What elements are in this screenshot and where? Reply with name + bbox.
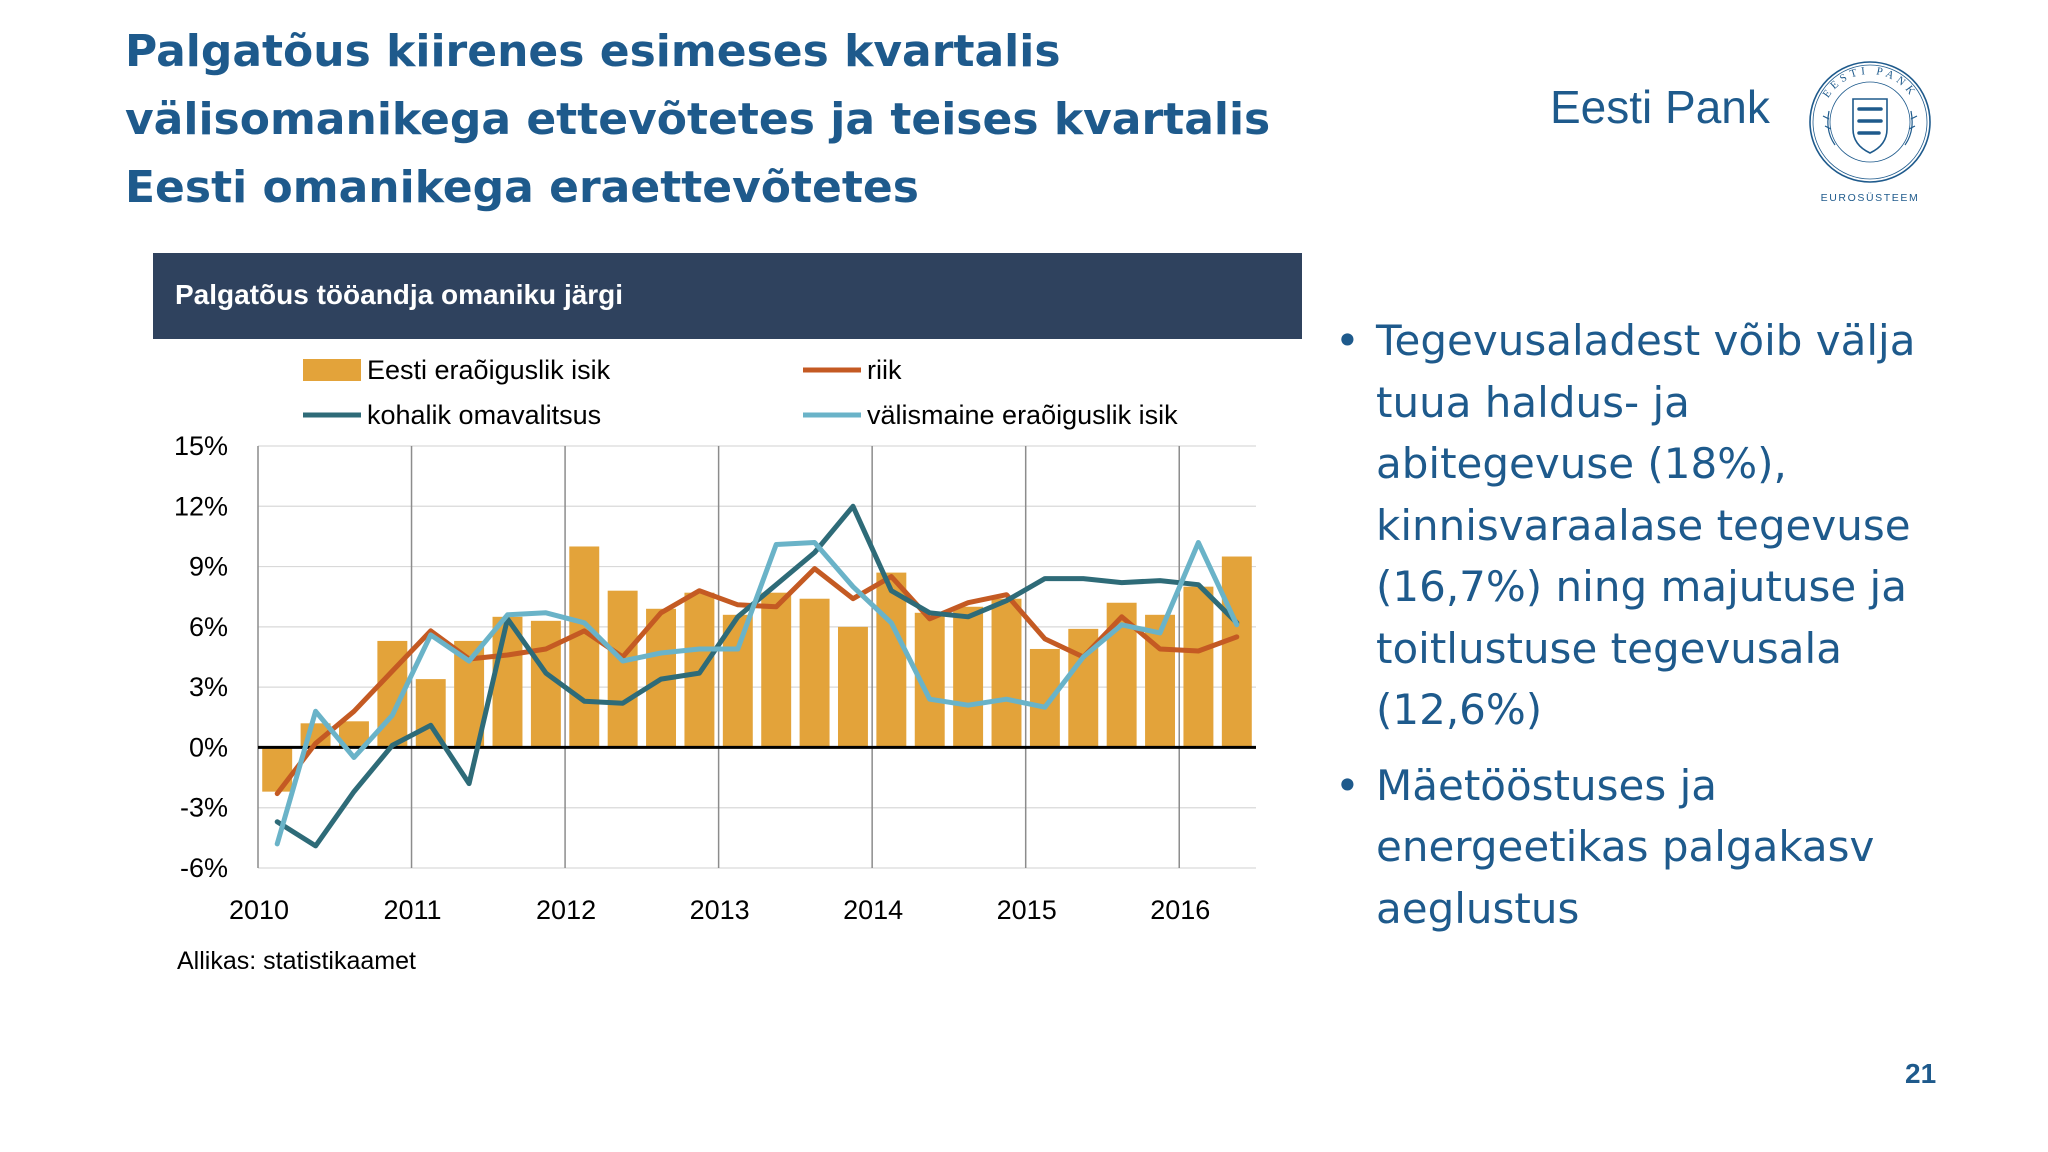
x-tick-label: 2016	[1150, 895, 1210, 925]
y-tick-label: 12%	[174, 491, 228, 521]
bullet-item: Mäetööstuses ja energeetikas palgakasv a…	[1335, 755, 2025, 940]
x-tick-label: 2013	[690, 895, 750, 925]
bar-eesti-eraoiguslik	[837, 626, 868, 748]
y-tick-label: 0%	[189, 732, 228, 762]
eesti-pank-seal-logo: EESTI PANK EUROSÜSTEEM	[1809, 61, 1931, 204]
title-line: Palgatõus kiirenes esimeses kvartalis	[125, 26, 1061, 77]
svg-text:EESTI PANK: EESTI PANK	[1821, 65, 1920, 100]
bar-eesti-eraoiguslik	[1183, 586, 1214, 748]
bullet-line: Mäetööstuses ja	[1376, 760, 1718, 810]
bullet-line: Tegevusaladest võib välja	[1376, 316, 1916, 365]
slide-title: Palgatõus kiirenes esimeses kvartalis vä…	[125, 18, 1305, 222]
bar-eesti-eraoiguslik	[991, 598, 1022, 748]
y-tick-label: 9%	[189, 552, 228, 582]
bar-eesti-eraoiguslik	[799, 598, 830, 748]
legend-swatch-bars	[303, 359, 361, 381]
bar-eesti-eraoiguslik	[569, 546, 600, 748]
legend-label: välismaine eraõiguslik isik	[867, 400, 1178, 430]
line-valismaine-eraoiguslik	[274, 540, 1240, 847]
legend-label: kohalik omavalitsus	[367, 400, 601, 430]
chart-source: Allikas: statistikaamet	[177, 947, 416, 975]
y-tick-label: 6%	[189, 612, 228, 642]
bullet-line: (16,7%) ning majutuse ja	[1376, 562, 1907, 611]
seal-top-text: EESTI PANK	[1821, 65, 1916, 100]
line-riik	[274, 566, 1240, 797]
x-tick-label: 2014	[843, 895, 903, 925]
y-tick-label: -3%	[180, 793, 228, 823]
bar-eesti-eraoiguslik	[530, 620, 561, 748]
bullet-list: Tegevusaladest võib välja tuua haldus- j…	[1335, 310, 2025, 953]
bullet-item: Tegevusaladest võib välja tuua haldus- j…	[1335, 310, 2025, 741]
x-tick-label: 2010	[229, 895, 289, 925]
wage-growth-chart: Eesti eraõiguslik isik riik kohalik omav…	[174, 355, 1256, 975]
seal-bottom-text: EUROSÜSTEEM	[1821, 192, 1920, 204]
bullet-line: abitegevuse (18%),	[1376, 439, 1787, 488]
bar-eesti-eraoiguslik	[1029, 648, 1060, 748]
bar-eesti-eraoiguslik	[1221, 556, 1252, 748]
bullet-line: (12,6%)	[1376, 685, 1543, 734]
bullet-line: aeglustus	[1376, 883, 1580, 933]
y-tick-label: 15%	[174, 431, 228, 461]
title-line: Eesti omanikega eraettevõtetes	[125, 162, 919, 213]
bar-eesti-eraoiguslik	[953, 606, 984, 748]
bar-eesti-eraoiguslik	[876, 572, 907, 748]
legend-label: riik	[867, 355, 902, 385]
bar-eesti-eraoiguslik	[262, 747, 293, 792]
bar-eesti-eraoiguslik	[1145, 614, 1176, 748]
x-tick-label: 2012	[536, 895, 596, 925]
y-tick-label: 3%	[189, 672, 228, 702]
bar-eesti-eraoiguslik	[761, 592, 792, 748]
bullet-line: energeetikas palgakasv	[1376, 822, 1875, 871]
page-number: 21	[1905, 1058, 1937, 1089]
chart-header: Palgatõus tööandja omaniku järgi	[153, 253, 1302, 339]
bar-eesti-eraoiguslik	[722, 614, 753, 748]
bullet-line: toitlustuse tegevusala	[1376, 623, 1842, 673]
chart-title: Palgatõus tööandja omaniku järgi	[175, 279, 624, 310]
bar-eesti-eraoiguslik	[607, 590, 638, 748]
chart-legend: Eesti eraõiguslik isik riik kohalik omav…	[303, 355, 1178, 430]
bullet-line: kinnisvaraalase tegevuse	[1376, 500, 1911, 550]
title-line: välisomanikega ettevõtetes ja teises kva…	[125, 94, 1271, 145]
bullet-line: tuua haldus- ja	[1376, 377, 1690, 427]
brand-name: Eesti Pank	[1550, 81, 1770, 133]
y-tick-label: -6%	[180, 853, 228, 883]
x-tick-label: 2015	[997, 895, 1057, 925]
x-tick-label: 2011	[384, 895, 442, 925]
legend-label: Eesti eraõiguslik isik	[367, 355, 611, 385]
bar-eesti-eraoiguslik	[492, 616, 523, 748]
